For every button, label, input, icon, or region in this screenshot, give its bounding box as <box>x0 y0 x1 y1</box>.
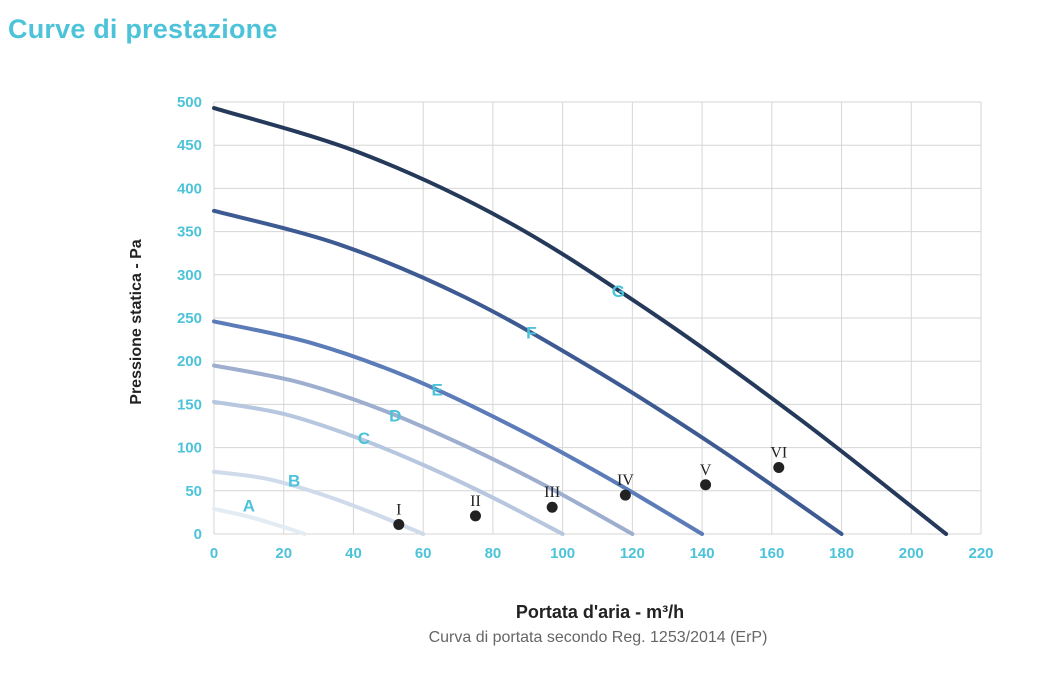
point-vi <box>773 461 785 473</box>
x-tick-label: 160 <box>759 545 784 562</box>
point-label-ii: II <box>470 493 481 510</box>
y-tick-label: 250 <box>177 310 202 327</box>
y-tick-label: 500 <box>177 94 202 111</box>
curve-label-e: E <box>431 381 442 400</box>
y-tick-label: 200 <box>177 353 202 370</box>
x-tick-label: 180 <box>829 545 854 562</box>
y-tick-label: 400 <box>177 180 202 197</box>
curve-f <box>212 208 844 536</box>
x-tick-label: 20 <box>275 545 292 562</box>
page-title: Curve di prestazione <box>8 14 278 44</box>
curve-label-b: B <box>288 471 300 490</box>
point-v <box>700 479 712 491</box>
point-label-iii: III <box>544 484 560 501</box>
y-axis-ticks: 0 50 100 150 200 250 300 350 400 450 500 <box>177 94 202 543</box>
point-label-vi: VI <box>770 444 787 461</box>
point-ii <box>469 510 481 522</box>
point-iii <box>546 501 558 513</box>
y-tick-label: 100 <box>177 440 202 457</box>
point-iv <box>619 489 631 501</box>
x-tick-label: 100 <box>550 545 575 562</box>
curve-d <box>212 363 635 536</box>
curve-label-d: D <box>389 407 401 426</box>
y-tick-label: 350 <box>177 224 202 241</box>
point-i <box>393 518 405 530</box>
curve-c <box>212 399 565 536</box>
x-tick-label: 140 <box>690 545 715 562</box>
curve-label-c: C <box>358 429 370 448</box>
chart-caption: Curva di portata secondo Reg. 1253/2014 … <box>428 629 768 646</box>
point-label-iv: IV <box>617 472 634 489</box>
curve-series <box>212 106 949 536</box>
chart-grid <box>213 101 982 535</box>
x-tick-label: 220 <box>968 545 993 562</box>
x-tick-label: 40 <box>345 545 362 562</box>
y-tick-label: 0 <box>194 526 202 543</box>
y-tick-label: 300 <box>177 267 202 284</box>
curve-a <box>212 506 307 536</box>
x-tick-label: 80 <box>485 545 502 562</box>
point-label-v: V <box>700 462 712 479</box>
x-tick-label: 0 <box>210 545 218 562</box>
x-tick-label: 120 <box>620 545 645 562</box>
x-tick-label: 60 <box>415 545 432 562</box>
y-tick-label: 450 <box>177 137 202 154</box>
curve-label-a: A <box>243 496 255 515</box>
x-tick-label: 200 <box>899 545 924 562</box>
y-tick-label: 150 <box>177 396 202 413</box>
curve-e <box>212 319 705 536</box>
point-label-i: I <box>396 501 401 518</box>
curve-label-f: F <box>526 324 536 343</box>
x-axis-ticks: 0 20 40 60 80 100 120 140 160 180 200 220 <box>210 545 994 562</box>
y-tick-label: 50 <box>185 483 202 500</box>
curve-b <box>212 469 426 536</box>
y-axis-label: Pressione statica - Pa <box>128 239 145 405</box>
curve-g <box>212 106 949 536</box>
x-axis-label: Portata d'aria - m³/h <box>515 602 685 622</box>
curve-label-g: G <box>612 282 625 301</box>
curve-labels: A B CD E F G <box>243 282 625 515</box>
